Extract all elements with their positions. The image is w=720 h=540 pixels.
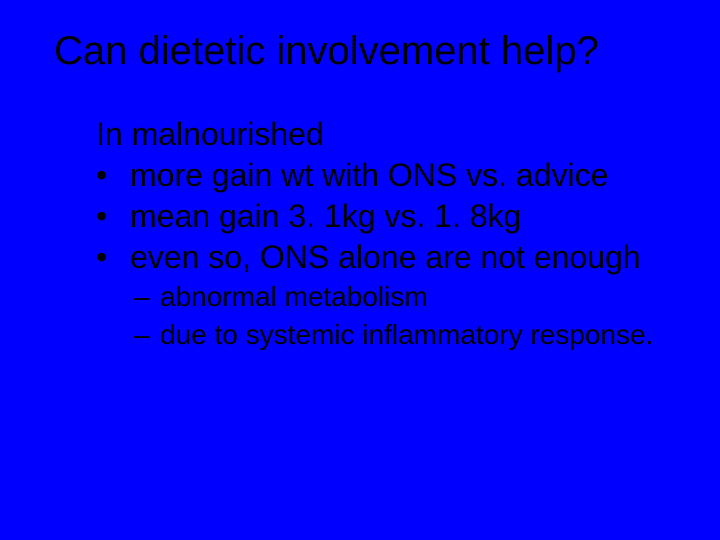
bullet-item: • mean gain 3. 1kg vs. 1. 8kg — [96, 196, 666, 237]
bullet-item: • even so, ONS alone are not enough — [96, 237, 666, 278]
bullet-text: mean gain 3. 1kg vs. 1. 8kg — [130, 196, 521, 237]
sub-bullet-item: – abnormal metabolism — [96, 278, 666, 316]
bullet-item: • more gain wt with ONS vs. advice — [96, 155, 666, 196]
intro-line: In malnourished — [96, 114, 666, 155]
slide: Can dietetic involvement help? In malnou… — [0, 0, 720, 540]
sub-bullet-text: due to systemic inflammatory response. — [160, 316, 653, 354]
sub-bullet-text: abnormal metabolism — [160, 278, 428, 316]
bullet-text: even so, ONS alone are not enough — [130, 237, 641, 278]
sub-bullet-item: – due to systemic inflammatory response. — [96, 316, 666, 354]
dash-marker-icon: – — [134, 316, 160, 354]
dash-marker-icon: – — [134, 278, 160, 316]
bullet-text: more gain wt with ONS vs. advice — [130, 155, 608, 196]
bullet-marker-icon: • — [96, 155, 130, 196]
bullet-marker-icon: • — [96, 237, 130, 278]
slide-body: In malnourished • more gain wt with ONS … — [54, 114, 666, 353]
slide-title: Can dietetic involvement help? — [54, 28, 666, 74]
bullet-marker-icon: • — [96, 196, 130, 237]
